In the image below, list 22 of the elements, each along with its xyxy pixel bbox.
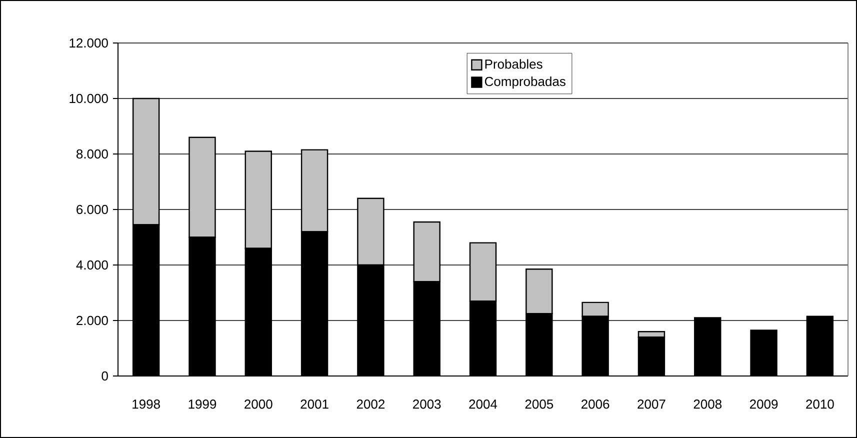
x-tick-label: 2007 bbox=[638, 400, 666, 409]
x-tick-label: 2006 bbox=[582, 400, 610, 409]
y-tick-label: 2.000 bbox=[76, 316, 108, 326]
x-tick-label: 2003 bbox=[413, 400, 441, 409]
y-tick-label: 10.000 bbox=[70, 94, 108, 104]
x-tick-label: 2009 bbox=[750, 400, 778, 409]
legend-label: Comprobadas bbox=[484, 76, 566, 89]
legend-label: Probables bbox=[485, 59, 542, 69]
y-tick-label: 12.000 bbox=[70, 38, 108, 48]
x-tick-label: 2004 bbox=[469, 400, 498, 409]
x-tick-label: 2005 bbox=[525, 400, 554, 409]
y-tick-label: 6.000 bbox=[76, 204, 108, 214]
x-tick-label: 2002 bbox=[356, 400, 384, 409]
x-tick-label: 2010 bbox=[806, 400, 834, 409]
x-tick-label: 2001 bbox=[300, 400, 328, 409]
x-tick-label: 2000 bbox=[244, 400, 272, 409]
y-tick-label: 4.000 bbox=[76, 260, 108, 270]
y-tick-label: 0 bbox=[102, 371, 108, 381]
y-tick-label: 8.000 bbox=[76, 149, 108, 159]
x-tick-label: 2008 bbox=[694, 400, 722, 409]
x-tick-label: 1999 bbox=[188, 400, 216, 409]
x-tick-label: 1998 bbox=[132, 400, 160, 409]
